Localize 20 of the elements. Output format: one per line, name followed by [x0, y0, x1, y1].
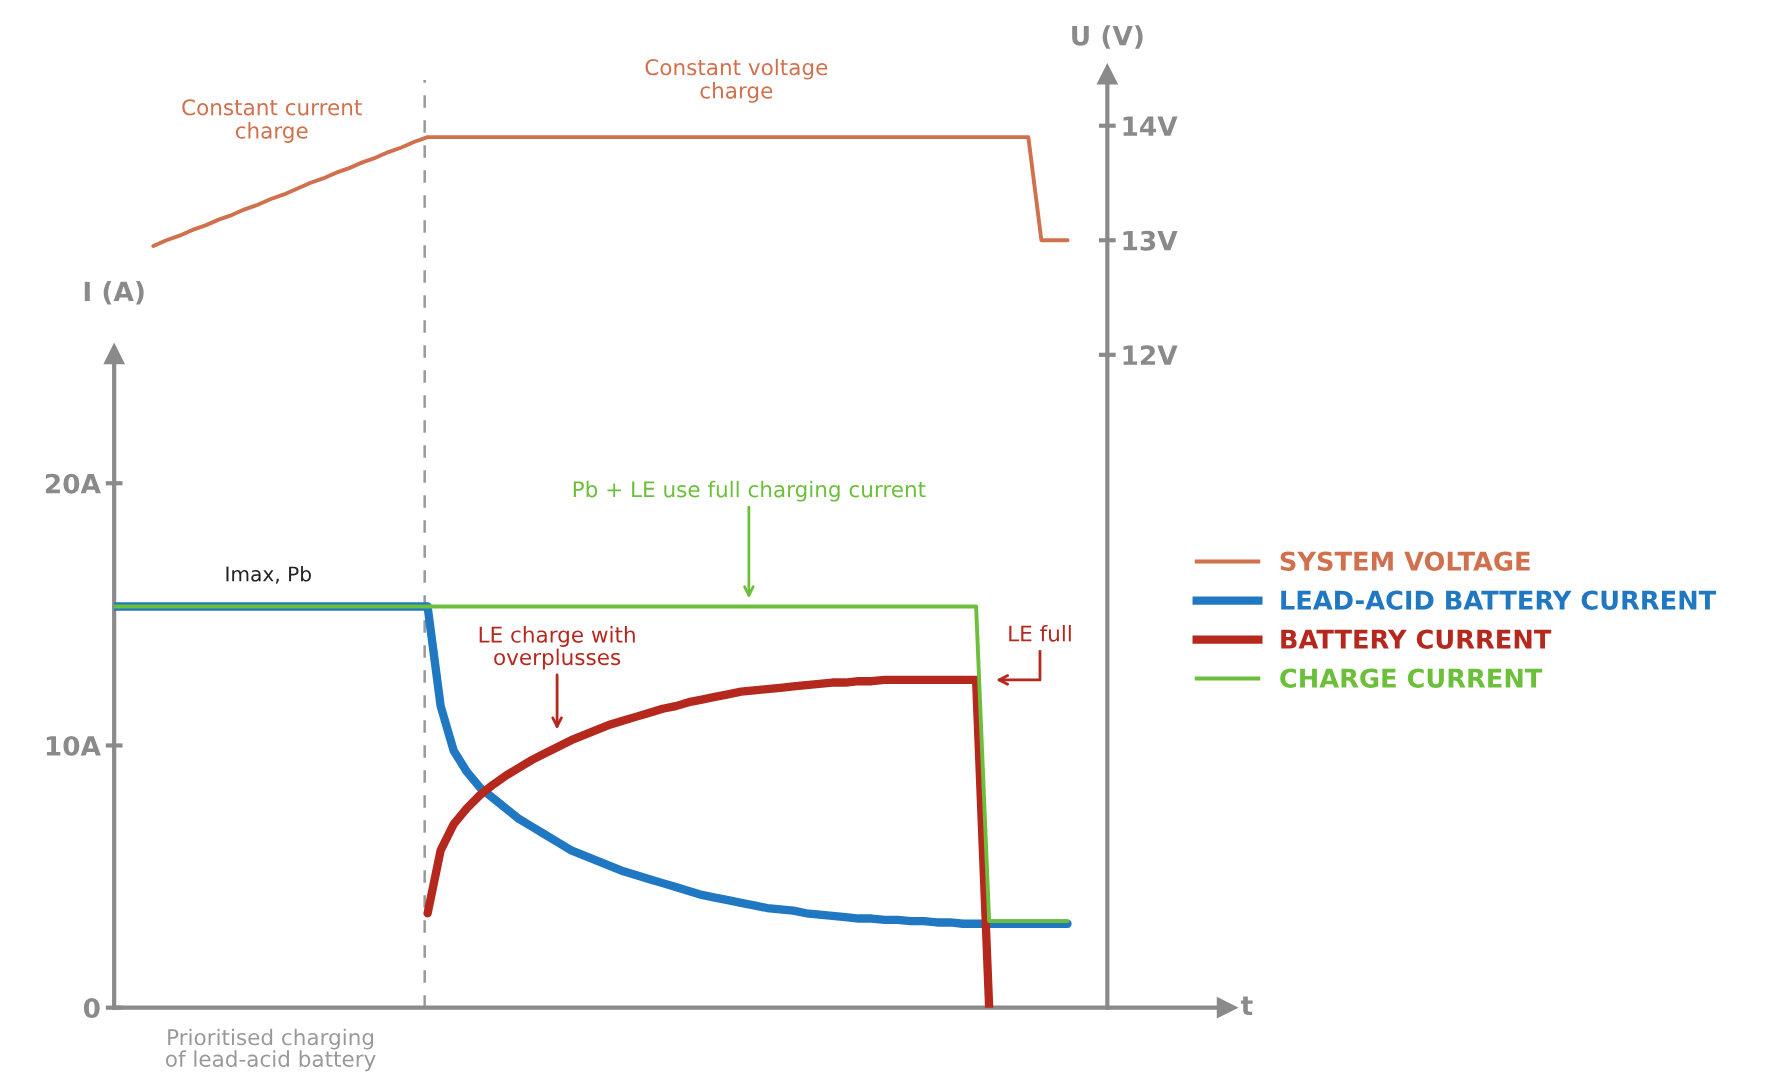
y2-axis-title: U (V)	[1072, 25, 1143, 49]
y2-tick-label: 13V	[1123, 230, 1178, 251]
annotation: Imax, Pb	[226, 566, 311, 584]
annotation: LE charge with overplusses	[479, 626, 635, 670]
x-axis-title: t	[1240, 996, 1253, 1015]
y-tick-label: 20A	[45, 473, 101, 494]
annotation: Constant voltage charge	[645, 58, 828, 103]
legend-label: SYSTEM VOLTAGE	[1280, 551, 1530, 571]
y2-tick-label: 14V	[1123, 116, 1178, 136]
legend-label: BATTERY CURRENT	[1281, 629, 1552, 649]
y-tick-label: 0	[83, 998, 100, 1019]
annotation: Constant current charge	[182, 99, 362, 143]
legend-label: LEAD-ACID BATTERY CURRENT	[1281, 590, 1717, 610]
y-axis-title: I (A)	[84, 281, 144, 305]
y2-tick-label: 12V	[1123, 345, 1178, 365]
legend-label: CHARGE CURRENT	[1280, 668, 1543, 688]
annotation: LE full	[1009, 624, 1071, 642]
text: Prioritised charging of lead-acid battery	[165, 1028, 376, 1072]
y-tick-label: 10A	[46, 735, 101, 756]
annotation: Pb + LE use full charging current	[573, 480, 926, 502]
